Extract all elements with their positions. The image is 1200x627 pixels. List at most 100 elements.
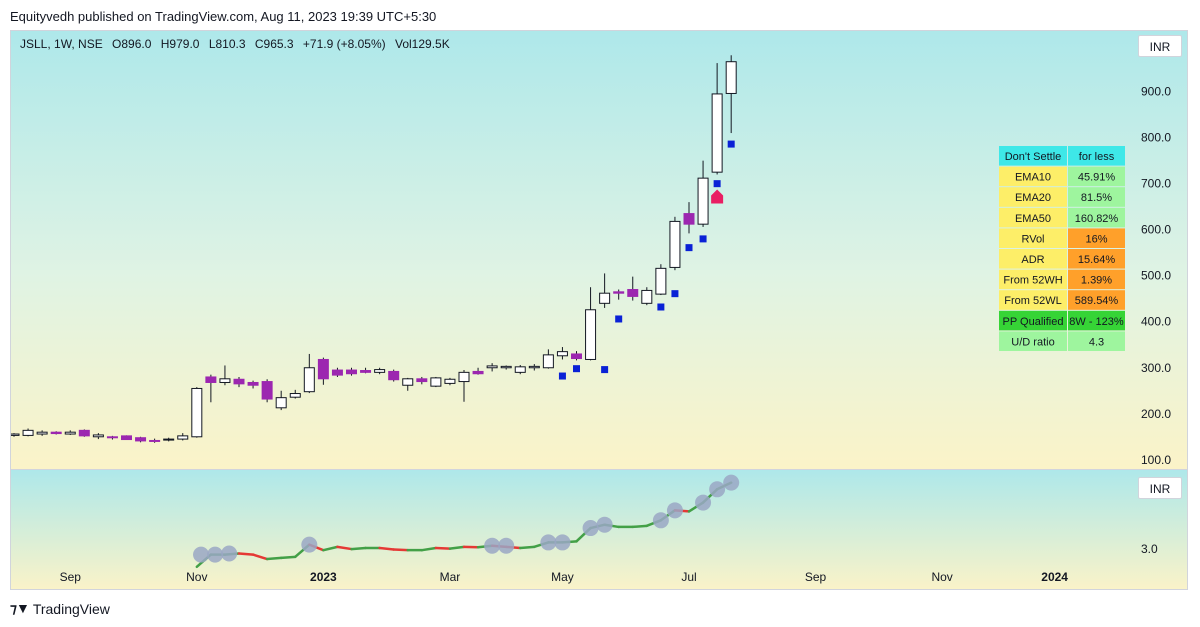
lower-line-segment: [265, 556, 283, 561]
currency-button-lower[interactable]: INR: [1138, 477, 1182, 499]
stats-label-cell: [999, 249, 1067, 269]
stats-value-cell: [1068, 228, 1125, 248]
lower-line-segment: [392, 548, 409, 552]
candle: [613, 289, 625, 300]
candle-body-up: [669, 220, 681, 268]
candle: [486, 363, 498, 372]
stats-value-text: 15.64%: [1078, 254, 1116, 266]
lower-pane-circle: [301, 536, 318, 553]
candle: [303, 353, 315, 394]
candle-body-up: [556, 351, 568, 357]
time-axis: Sep Nov 2023 Mar May Jul Sep Nov 2024: [60, 570, 1069, 584]
candle-body-down: [346, 369, 357, 375]
lower-pane-circle: [582, 520, 599, 537]
legend-high: H979.0: [161, 37, 200, 51]
candle-body-up: [641, 289, 653, 304]
candle: [191, 387, 203, 438]
lower-pane-circle: [709, 481, 726, 498]
stats-value-cell: [1068, 331, 1125, 351]
candle-body-up: [275, 397, 287, 409]
time-tick-label: 2024: [1041, 570, 1068, 584]
candle-body-up: [92, 434, 104, 438]
candle: [163, 437, 175, 442]
lower-pane-circle: [554, 534, 571, 551]
lower-pane-circle: [221, 545, 238, 562]
candle: [205, 374, 217, 403]
stats-label-cell: [999, 166, 1067, 187]
stats-value-text: 589.54%: [1075, 295, 1119, 307]
candle-body-up: [219, 378, 231, 383]
candle-body-up: [177, 435, 189, 440]
lower-line-segment: [322, 545, 339, 552]
blue-square-marker: [671, 290, 679, 298]
stats-label-text: ADR: [1021, 254, 1044, 266]
time-tick-label: Nov: [931, 570, 952, 584]
lower-pane-axis: 3.0: [1141, 542, 1158, 556]
stats-table: Don't Settle for less EMA10 45.91% EMA20 81.5…: [999, 146, 1125, 351]
price-tick-label: 800.0: [1141, 131, 1171, 145]
candle: [331, 367, 343, 377]
lower-pane-circles: [193, 474, 740, 563]
tradingview-logo[interactable]: ⁊▼ TradingView: [10, 600, 110, 617]
candle-body-down: [416, 378, 428, 383]
candle: [289, 389, 301, 399]
time-tick-label: Sep: [60, 570, 82, 584]
stats-table-row: EMA20 81.5%: [999, 187, 1125, 207]
stats-label-cell: [999, 310, 1067, 331]
candle: [697, 160, 709, 227]
candle: [655, 264, 667, 296]
candle-body-down: [135, 437, 147, 442]
time-tick-label: 2023: [310, 570, 337, 584]
candle: [247, 380, 259, 389]
candle-body-up: [697, 177, 709, 225]
chart-svg[interactable]: JSLL, 1W, NSE O896.0 H979.0 L810.3 C965.…: [11, 31, 1188, 590]
lower-line-segment: [350, 546, 367, 551]
candle: [627, 276, 639, 301]
lower-line-segment: [279, 555, 297, 560]
stats-value-cell: [1068, 166, 1125, 187]
stats-value-text: 4.3: [1089, 336, 1104, 348]
candle: [177, 433, 189, 441]
price-tick-label: 500.0: [1141, 269, 1171, 283]
candle-body-down: [78, 429, 90, 437]
lower-pane-circle: [723, 474, 740, 491]
candle-body-down: [388, 370, 400, 381]
candle: [121, 435, 132, 441]
stats-label-cell: [999, 290, 1067, 310]
currency-button-main[interactable]: INR: [1138, 35, 1182, 57]
main-pane-background: [11, 31, 1187, 469]
time-tick-label: Nov: [186, 570, 207, 584]
candle-body-down: [360, 370, 372, 373]
candle: [725, 55, 737, 134]
price-tick-label: 200.0: [1141, 407, 1171, 421]
candle-body-down: [121, 435, 132, 441]
lower-pane-circle: [207, 546, 224, 563]
candle: [360, 367, 372, 374]
candle-body-up: [289, 393, 301, 398]
candle-body-up: [655, 267, 667, 295]
stats-value-text: 45.91%: [1078, 172, 1116, 184]
legend-change: +71.9 (+8.05%): [303, 37, 386, 51]
stats-label-text: From 52WH: [1003, 275, 1062, 287]
candle: [444, 377, 456, 386]
lower-pane-circle: [695, 494, 712, 511]
stats-value-cell: [1068, 290, 1125, 310]
candle-body-down: [683, 213, 695, 225]
price-tick-label: 700.0: [1141, 177, 1171, 191]
candle: [261, 379, 273, 403]
candle-body-up: [528, 365, 540, 369]
lower-pane-circle: [484, 537, 501, 554]
candle: [149, 438, 161, 443]
stats-table-row: EMA10 45.91%: [999, 166, 1125, 187]
stats-label-text: RVol: [1021, 233, 1044, 245]
markers-layer: [558, 140, 735, 380]
candle-body-down: [205, 376, 217, 383]
stats-label-text: U/D ratio: [1011, 336, 1054, 348]
candle-body-up: [163, 438, 175, 441]
candle-body-up: [374, 369, 386, 373]
blue-square-marker: [657, 303, 665, 311]
stats-label-text: EMA50: [1015, 213, 1051, 225]
stats-label-text: PP Qualified: [1003, 316, 1064, 328]
price-axis: 100.0 200.0 300.0 400.0 500.0 600.0 700.0 800.0…: [1141, 85, 1171, 467]
time-tick-label: Sep: [805, 570, 827, 584]
